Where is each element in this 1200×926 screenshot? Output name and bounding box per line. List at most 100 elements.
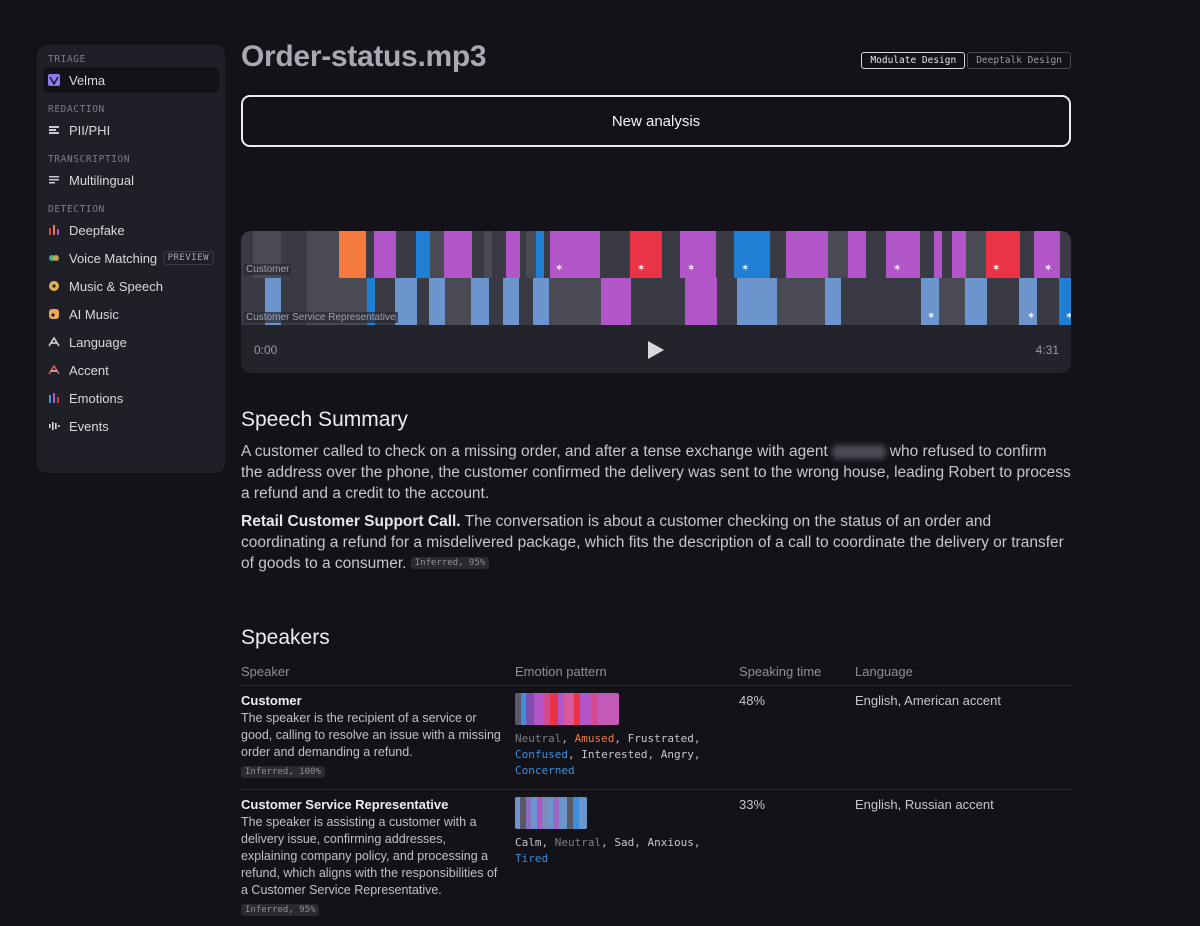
emotion-segment[interactable] bbox=[520, 231, 526, 278]
emotion-segment[interactable] bbox=[417, 278, 429, 325]
emotion-segment[interactable] bbox=[533, 278, 549, 325]
emotion-segment[interactable] bbox=[716, 231, 734, 278]
emotion-segment[interactable] bbox=[777, 278, 825, 325]
emotion-segment[interactable] bbox=[429, 278, 445, 325]
sidebar-item-velma[interactable]: Velma bbox=[43, 67, 219, 93]
sidebar-item-label: PII/PHI bbox=[69, 122, 111, 138]
emotion-segment[interactable] bbox=[942, 231, 952, 278]
emotion-segment[interactable] bbox=[374, 231, 396, 278]
sidebar-item-emotions[interactable]: Emotions bbox=[43, 385, 219, 411]
preview-badge: PREVIEW bbox=[162, 251, 214, 265]
sparkle-icon: ✶ bbox=[1027, 311, 1035, 322]
sidebar-item-multilingual[interactable]: Multilingual bbox=[43, 167, 219, 193]
table-row[interactable]: Customer The speaker is the recipient of… bbox=[241, 686, 1071, 790]
emotion-segment[interactable] bbox=[600, 231, 630, 278]
emotion-segment[interactable] bbox=[492, 231, 506, 278]
table-row[interactable]: Customer Service Representative The spea… bbox=[241, 790, 1071, 926]
emotion-segment[interactable] bbox=[506, 231, 520, 278]
emotion-segment[interactable] bbox=[430, 231, 444, 278]
sidebar-item-label: Deepfake bbox=[69, 222, 125, 238]
emotion-segment[interactable] bbox=[825, 278, 841, 325]
emotion-segment[interactable] bbox=[1034, 231, 1060, 278]
emotion-segment[interactable] bbox=[717, 278, 737, 325]
audio-timeline[interactable]: ✶ ✶ ✶ ✶ ✶ ✶ ✶ ✶ ✶ ✶ Customer Customer Service Rep… bbox=[241, 231, 1071, 373]
emotion-segment[interactable] bbox=[1060, 231, 1071, 278]
emotion-segment[interactable] bbox=[550, 231, 600, 278]
emotion-segment[interactable] bbox=[549, 278, 601, 325]
emotion-segment[interactable] bbox=[734, 231, 770, 278]
emotion-segment[interactable] bbox=[986, 231, 1020, 278]
emotion-segment[interactable] bbox=[1020, 231, 1034, 278]
emotion-segment[interactable] bbox=[841, 278, 921, 325]
events-icon bbox=[48, 420, 60, 432]
emotion-segment[interactable] bbox=[848, 231, 866, 278]
sparkle-icon: ✶ bbox=[1065, 311, 1071, 322]
emotion-segment[interactable] bbox=[1019, 278, 1037, 325]
sidebar-item-voice-matching[interactable]: Voice Matching PREVIEW bbox=[43, 245, 219, 271]
emotion-segment[interactable] bbox=[866, 231, 886, 278]
emotion-segment[interactable] bbox=[952, 231, 966, 278]
sidebar-item-ai-music[interactable]: AI Music bbox=[43, 301, 219, 327]
emotion-segment[interactable] bbox=[526, 231, 536, 278]
emotion-segment[interactable] bbox=[987, 278, 1019, 325]
page-title: Order-status.mp3 bbox=[241, 40, 487, 73]
emotion-segment[interactable] bbox=[737, 278, 777, 325]
emotion-segment[interactable] bbox=[630, 231, 662, 278]
emotion-segment[interactable] bbox=[445, 278, 471, 325]
emotion-segment[interactable] bbox=[601, 278, 631, 325]
sidebar-item-music-speech[interactable]: Music & Speech bbox=[43, 273, 219, 299]
emotion-segment[interactable] bbox=[921, 278, 939, 325]
emotion-segment[interactable] bbox=[536, 231, 544, 278]
velma-logo-icon bbox=[48, 74, 60, 86]
emotion-segment[interactable] bbox=[828, 231, 848, 278]
emotion-segment[interactable] bbox=[489, 278, 503, 325]
emotion-segment[interactable] bbox=[307, 231, 339, 278]
toggle-deeptalk-design[interactable]: Deeptalk Design bbox=[967, 52, 1071, 69]
emotion-segment[interactable] bbox=[519, 278, 533, 325]
sidebar-item-accent[interactable]: Accent bbox=[43, 357, 219, 383]
sidebar-item-label: Velma bbox=[69, 72, 106, 88]
emotion-segment[interactable] bbox=[680, 231, 716, 278]
emotion-segment[interactable] bbox=[396, 231, 416, 278]
sidebar-item-deepfake[interactable]: Deepfake bbox=[43, 217, 219, 243]
emotion-label: Amused bbox=[574, 732, 615, 745]
emotion-segment[interactable] bbox=[966, 231, 986, 278]
new-analysis-button[interactable]: New analysis bbox=[241, 95, 1071, 147]
column-header-speaking-time: Speaking time bbox=[739, 664, 822, 679]
emotion-segment[interactable] bbox=[339, 231, 366, 278]
emotion-segment[interactable] bbox=[472, 231, 484, 278]
call-type-description: The conversation is about a customer che… bbox=[241, 513, 1064, 572]
text-lines-icon bbox=[48, 174, 60, 186]
emotion-segment[interactable] bbox=[484, 231, 492, 278]
emotion-tracks[interactable]: ✶ ✶ ✶ ✶ ✶ ✶ ✶ ✶ ✶ ✶ bbox=[241, 231, 1071, 325]
emotion-segment[interactable] bbox=[544, 231, 550, 278]
emotion-segment[interactable] bbox=[367, 278, 375, 325]
toggle-modulate-design[interactable]: Modulate Design bbox=[861, 52, 966, 69]
play-icon[interactable] bbox=[648, 341, 664, 359]
emotion-segment[interactable] bbox=[934, 231, 942, 278]
emotion-segment[interactable] bbox=[416, 231, 430, 278]
emotion-segment[interactable] bbox=[1037, 278, 1059, 325]
emotion-segment[interactable] bbox=[786, 231, 828, 278]
speakers-table: Speaker Emotion pattern Speaking time La… bbox=[241, 664, 1071, 926]
emotion-segment[interactable] bbox=[685, 278, 717, 325]
sidebar-item-language[interactable]: Language bbox=[43, 329, 219, 355]
emotion-segment[interactable] bbox=[1059, 278, 1071, 325]
sidebar-item-label: Multilingual bbox=[69, 172, 135, 188]
speaker-language: English, Russian accent bbox=[855, 797, 994, 812]
emotion-segment[interactable] bbox=[444, 231, 472, 278]
emotion-segment[interactable] bbox=[920, 231, 934, 278]
emotion-segment[interactable] bbox=[503, 278, 519, 325]
emotion-segment[interactable] bbox=[395, 278, 417, 325]
emotion-segment[interactable] bbox=[471, 278, 489, 325]
emotion-segment[interactable] bbox=[886, 231, 920, 278]
emotion-segment[interactable] bbox=[631, 278, 685, 325]
emotion-segment[interactable] bbox=[662, 231, 680, 278]
sidebar-item-events[interactable]: Events bbox=[43, 413, 219, 439]
emotion-segment[interactable] bbox=[965, 278, 987, 325]
emotion-segment[interactable] bbox=[770, 231, 786, 278]
emotion-segment[interactable] bbox=[939, 278, 965, 325]
emotion-label: Sad bbox=[614, 836, 635, 849]
sidebar-item-pii-phi[interactable]: PII/PHI bbox=[43, 117, 219, 143]
emotion-segment[interactable] bbox=[366, 231, 374, 278]
